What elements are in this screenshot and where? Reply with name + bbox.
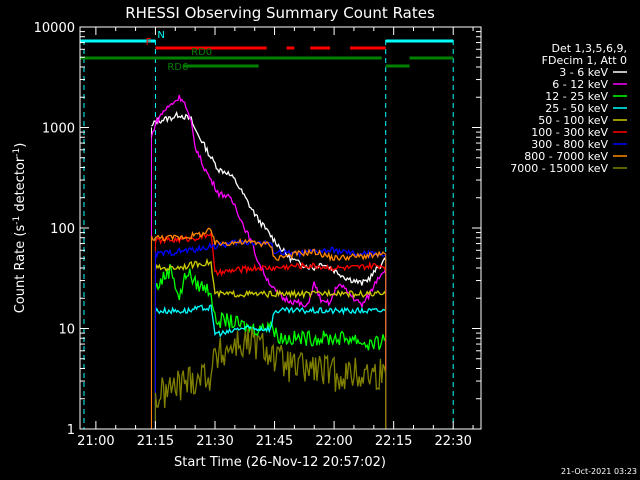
series-line: [154, 263, 387, 351]
y-tick-label: 10: [58, 323, 75, 338]
x-tick-label: 21:15: [137, 434, 174, 449]
x-axis-label: Start Time (26-Nov-12 20:57:02): [174, 455, 386, 470]
series-line: [154, 231, 387, 278]
y-tick-label: 100: [50, 222, 75, 237]
series-line: [151, 110, 387, 286]
y-axis-label-sup1: -1: [12, 216, 22, 225]
legend-entry: 6 - 12 keV: [552, 78, 608, 91]
legend-entry: 12 - 25 keV: [545, 90, 608, 103]
y-tick-label: 10000: [34, 21, 75, 36]
series-lines: [150, 94, 387, 429]
x-tick-label: 21:30: [196, 434, 233, 449]
flag-bar-label: F: [146, 37, 152, 48]
series-line: [150, 94, 387, 310]
legend-entry: 100 - 300 keV: [531, 126, 608, 139]
legend-header: FDecim 1, Att 0: [542, 54, 627, 67]
y-axis-label-end: ): [13, 143, 28, 148]
flag-bar-label: RD6: [167, 62, 188, 73]
chart-title: RHESSI Observing Summary Count Rates: [125, 4, 435, 22]
y-tick-label: 1000: [42, 122, 75, 137]
y-axis: 1 10 100 1000 10000: [34, 21, 481, 438]
plot-frame: [79, 26, 482, 430]
x-tick-label: 21:45: [256, 434, 293, 449]
footer-timestamp: 21-Oct-2021 03:23: [561, 467, 637, 476]
legend-header: Det 1,3,5,6,9,: [551, 42, 627, 55]
x-tick-label: 22:00: [315, 434, 352, 449]
legend: Det 1,3,5,6,9,FDecim 1, Att 03 - 6 keV6 …: [510, 42, 627, 175]
legend-entry: 3 - 6 keV: [559, 66, 608, 79]
legend-entry: 800 - 7000 keV: [524, 150, 608, 163]
legend-entry: 7000 - 15000 keV: [510, 162, 608, 175]
series-line: [154, 238, 387, 260]
legend-entry: 300 - 800 keV: [531, 138, 608, 151]
y-axis-label: Count Rate (s-1 detector-1): [12, 143, 28, 314]
x-tick-label: 22:15: [375, 434, 412, 449]
series-line: [154, 257, 387, 300]
series-line: [154, 327, 387, 409]
legend-entry: 25 - 50 keV: [545, 102, 608, 115]
legend-entry: 50 - 100 keV: [538, 114, 608, 127]
y-axis-label-sup2: -1: [12, 148, 22, 157]
flag-bar-label: RD0: [191, 47, 212, 58]
x-axis: 21:00 21:15 21:30 21:45 22:00 22:15 22:30: [77, 27, 474, 449]
series-line: [150, 227, 387, 263]
x-tick-label: 21:00: [77, 434, 114, 449]
flag-bar-label: N: [157, 30, 164, 41]
series-line: [154, 304, 387, 338]
x-tick-label: 22:30: [434, 434, 471, 449]
y-tick-label: 1: [67, 423, 75, 438]
y-axis-label-main: Count Rate (s: [13, 225, 28, 314]
y-axis-label-mid: detector: [13, 156, 28, 216]
plot-area: [83, 40, 454, 429]
